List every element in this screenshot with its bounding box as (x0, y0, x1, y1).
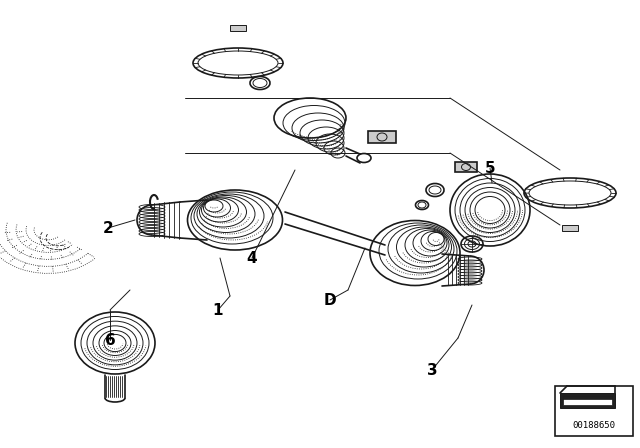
Polygon shape (560, 393, 615, 408)
Text: 1: 1 (212, 302, 223, 318)
Text: 00188650: 00188650 (573, 421, 616, 430)
Polygon shape (562, 225, 578, 231)
Bar (368, 131, 396, 143)
Polygon shape (563, 396, 612, 405)
Text: 2: 2 (102, 220, 113, 236)
Text: 6: 6 (104, 332, 115, 348)
Text: 5: 5 (484, 160, 495, 176)
Text: 4: 4 (246, 250, 257, 266)
Bar (455, 162, 477, 172)
Polygon shape (230, 25, 246, 31)
Text: 3: 3 (427, 362, 437, 378)
Bar (555, 386, 633, 436)
Text: D: D (324, 293, 336, 307)
Polygon shape (563, 396, 612, 399)
